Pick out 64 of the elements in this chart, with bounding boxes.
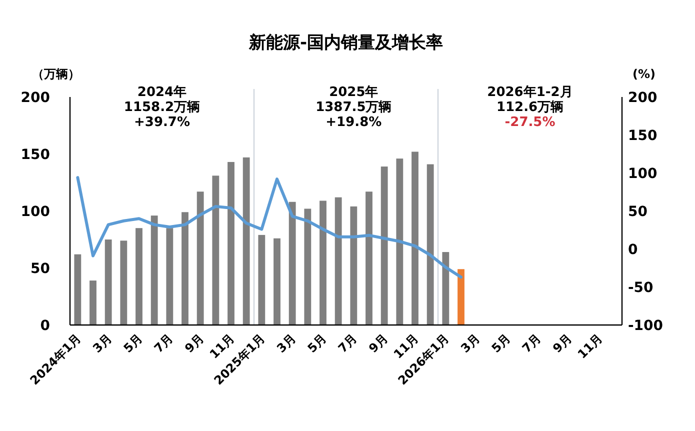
bar: [196, 192, 204, 325]
bar: [182, 212, 188, 325]
annotation: +39.7%: [134, 115, 190, 130]
bar: [166, 228, 174, 325]
bar: [120, 240, 128, 325]
x-tick-label: 7月: [335, 331, 360, 356]
bar: [288, 202, 296, 325]
x-tick-label: 7月: [151, 331, 176, 356]
annotation: 2024年: [137, 85, 187, 100]
y-tick-label: 100: [20, 204, 50, 220]
y2-tick-label: 50: [628, 204, 648, 220]
bar: [258, 234, 266, 325]
x-tick-label: 5月: [304, 331, 330, 356]
y-tick-label: 200: [20, 90, 50, 106]
bar: [212, 176, 220, 325]
x-tick-label: 3月: [274, 331, 298, 356]
y2-tick-label: 200: [628, 90, 658, 106]
y-tick-label: 150: [20, 147, 50, 163]
bar: [150, 216, 158, 325]
x-tick-label: 9月: [550, 331, 574, 356]
bar: [136, 228, 142, 325]
bar: [412, 152, 418, 325]
y-tick-label: 50: [30, 261, 50, 277]
bar: [90, 280, 96, 325]
y2-tick-label: 0: [628, 242, 638, 258]
bar: [74, 254, 82, 325]
x-tick-label: 5月: [120, 331, 146, 356]
annotation: 2026年1-2月: [487, 85, 573, 100]
y2-axis-title: (%): [632, 67, 656, 81]
bar: [334, 197, 342, 325]
bar: [304, 208, 312, 325]
x-tick-label: 3月: [458, 331, 482, 356]
bar: [320, 200, 326, 325]
y-axis-title: （万辆）: [32, 67, 80, 81]
line-series: [76, 176, 462, 279]
bar: [380, 166, 388, 325]
bar: [104, 240, 112, 325]
bar: [396, 158, 404, 325]
annotation: 1158.2万辆: [124, 100, 200, 115]
y-tick-label: 0: [40, 318, 50, 334]
x-tick-label: 11月: [574, 331, 606, 362]
bar: [442, 252, 450, 325]
x-tick-label: 5月: [488, 331, 514, 356]
bar: [458, 269, 464, 325]
bar: [242, 157, 250, 325]
annotation: +19.8%: [326, 115, 382, 130]
bar: [274, 238, 280, 325]
x-tick-label: 9月: [182, 331, 206, 356]
annotation: 1387.5万辆: [316, 100, 392, 115]
x-tick-label: 3月: [90, 331, 114, 356]
x-tick-label: 9月: [366, 331, 390, 356]
bar: [350, 206, 358, 325]
y2-tick-label: -100: [628, 318, 664, 334]
annotation: 112.6万辆: [496, 100, 564, 115]
bar: [426, 164, 434, 325]
annotation: 2025年: [329, 85, 378, 100]
x-tick-label: 7月: [519, 331, 544, 356]
y2-tick-label: 150: [628, 128, 658, 144]
y2-tick-label: -50: [628, 280, 654, 296]
y2-tick-label: 100: [628, 166, 658, 182]
chart-title: 新能源-国内销量及增长率: [248, 33, 444, 53]
bar: [366, 192, 372, 325]
bar: [228, 162, 234, 325]
annotation: -27.5%: [504, 115, 556, 130]
